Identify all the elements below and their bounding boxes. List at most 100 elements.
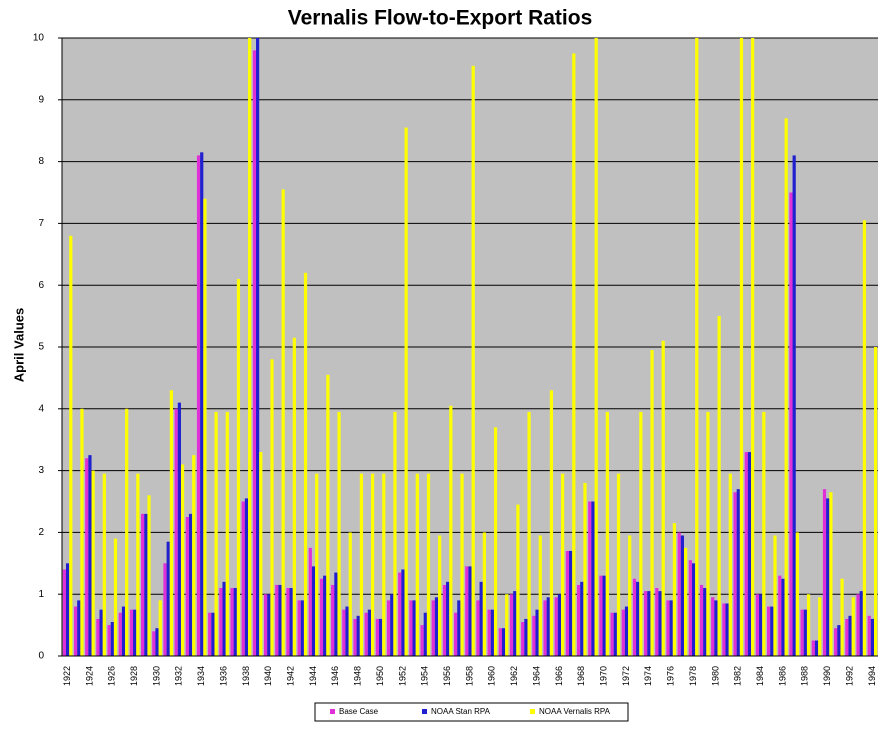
bar: [728, 473, 732, 656]
bar: [118, 612, 122, 656]
bar: [200, 152, 204, 656]
bar: [521, 622, 525, 656]
y-tick-label: 8: [38, 156, 44, 167]
bar: [267, 594, 271, 656]
bar: [613, 612, 617, 656]
bar: [767, 606, 771, 656]
bar: [658, 591, 662, 656]
bar: [367, 609, 371, 656]
bar: [353, 618, 357, 656]
bar: [188, 513, 193, 656]
x-tick-label: 1940: [263, 666, 273, 686]
bar: [180, 464, 185, 656]
bar: [431, 600, 435, 656]
bar: [446, 581, 450, 656]
bar: [113, 538, 118, 656]
legend-swatch: [330, 709, 335, 714]
bar: [703, 588, 707, 656]
bar: [211, 612, 215, 656]
x-tick-label: 1942: [286, 666, 296, 686]
bar: [289, 588, 293, 656]
bar: [438, 535, 442, 656]
bar: [147, 495, 151, 656]
bar: [303, 272, 308, 656]
bar: [487, 609, 491, 656]
bar: [398, 572, 402, 656]
x-tick-label: 1976: [666, 666, 676, 686]
bar: [829, 492, 833, 656]
bar: [244, 498, 249, 656]
bar: [759, 594, 763, 656]
bar: [286, 588, 290, 656]
bar: [77, 600, 81, 656]
bar: [256, 38, 260, 656]
chart-title: Vernalis Flow-to-Export Ratios: [288, 7, 593, 30]
bar: [762, 411, 766, 656]
y-tick-label: 2: [38, 527, 44, 538]
bar: [364, 612, 368, 656]
legend-swatch: [530, 709, 535, 714]
bar: [580, 581, 584, 656]
bar: [672, 523, 677, 656]
bar: [795, 532, 799, 656]
bar: [337, 411, 341, 656]
bar: [557, 594, 562, 656]
bar: [532, 615, 536, 656]
bar: [476, 600, 480, 656]
bar: [69, 235, 73, 656]
bar: [834, 628, 838, 656]
y-tick-label: 7: [38, 218, 44, 229]
bar: [248, 38, 252, 656]
bar: [326, 374, 330, 656]
x-tick-label: 1928: [129, 666, 139, 686]
bar: [688, 560, 692, 656]
bar: [158, 600, 162, 656]
x-tick-label: 1948: [353, 666, 363, 686]
bar: [680, 535, 684, 656]
bar: [80, 408, 84, 656]
bar: [605, 411, 609, 656]
bar: [370, 473, 375, 656]
bar: [490, 609, 494, 656]
bar: [803, 609, 807, 656]
bar: [647, 591, 651, 656]
bar: [725, 603, 729, 656]
bar: [219, 588, 223, 656]
bar: [856, 594, 860, 656]
bar: [471, 65, 475, 656]
bar: [308, 547, 312, 656]
bar: [356, 615, 360, 656]
x-tick-label: 1946: [330, 666, 340, 686]
bar: [867, 615, 871, 656]
bar: [141, 513, 145, 656]
bar: [870, 618, 875, 656]
x-tick-label: 1944: [308, 666, 318, 686]
bar: [747, 452, 752, 656]
bar: [129, 609, 134, 656]
x-tick-label: 1934: [196, 666, 206, 686]
bar: [460, 473, 464, 656]
y-tick-label: 4: [38, 403, 44, 414]
bar: [770, 606, 774, 656]
bar: [263, 594, 268, 656]
bar: [297, 600, 301, 656]
x-tick-label: 1958: [464, 666, 474, 686]
bar: [454, 612, 458, 656]
legend: Base Case NOAA Stan RPA NOAA Vernalis RPA: [314, 702, 629, 722]
bar: [133, 609, 137, 656]
bar: [848, 615, 852, 656]
bar: [695, 38, 699, 656]
bar: [442, 584, 447, 656]
bar: [706, 411, 710, 656]
bar: [412, 600, 416, 656]
bar: [789, 192, 793, 656]
bar: [166, 541, 170, 656]
bar: [546, 597, 550, 656]
x-tick-label: 1924: [84, 666, 94, 686]
bar: [169, 390, 173, 656]
bar: [677, 532, 681, 656]
x-tick-label: 1986: [777, 666, 787, 686]
bar: [91, 470, 95, 656]
bar: [233, 588, 237, 656]
bar: [639, 411, 643, 656]
